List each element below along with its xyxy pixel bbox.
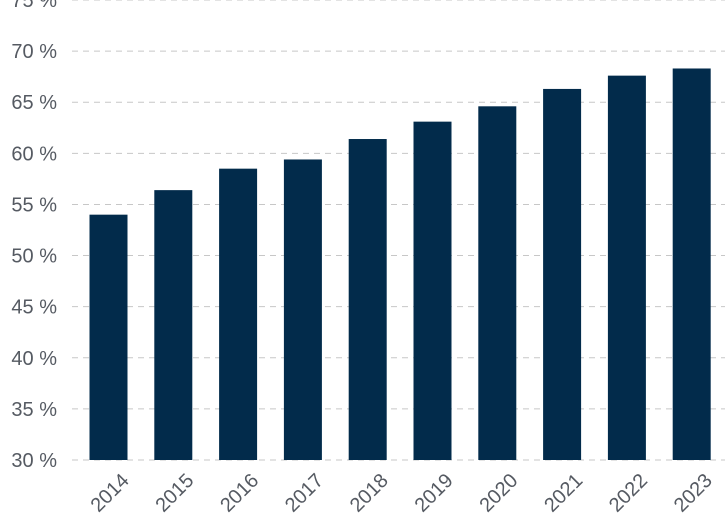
bar-2021 bbox=[543, 88, 582, 460]
y-tick-label: 75 % bbox=[11, 0, 57, 12]
bar-2014 bbox=[89, 214, 128, 460]
x-tick-label: 2020 bbox=[475, 470, 522, 517]
y-tick-label: 50 % bbox=[11, 246, 57, 268]
y-tick-label: 30 % bbox=[11, 450, 57, 472]
x-tick-label: 2017 bbox=[281, 470, 328, 517]
x-tick-label: 2021 bbox=[540, 470, 587, 517]
x-tick-label: 2022 bbox=[605, 470, 652, 517]
bar-2015 bbox=[154, 190, 193, 460]
bars bbox=[89, 68, 711, 461]
x-tick-label: 2019 bbox=[411, 470, 458, 517]
y-tick-label: 40 % bbox=[11, 348, 57, 370]
y-tick-label: 35 % bbox=[11, 399, 57, 421]
bar-2017 bbox=[283, 159, 322, 460]
bar-2016 bbox=[219, 168, 258, 460]
x-axis-ticks: 2014 2015 2016 2017 2018 2019 2020 2021 2022 2023 bbox=[87, 470, 717, 517]
y-tick-label: 45 % bbox=[11, 297, 57, 319]
x-tick-label: 2014 bbox=[87, 470, 134, 517]
x-tick-label: 2015 bbox=[151, 470, 198, 517]
y-tick-label: 60 % bbox=[11, 143, 57, 165]
x-tick-label: 2018 bbox=[346, 470, 393, 517]
y-tick-label: 70 % bbox=[11, 41, 57, 63]
x-tick-label: 2023 bbox=[670, 470, 717, 517]
x-tick-label: 2016 bbox=[216, 470, 263, 517]
y-tick-label: 65 % bbox=[11, 92, 57, 114]
bar-2023 bbox=[672, 68, 711, 460]
bar-2018 bbox=[348, 139, 387, 460]
bar-2020 bbox=[478, 106, 517, 461]
bar-2019 bbox=[413, 121, 452, 461]
bar-2022 bbox=[607, 75, 646, 461]
y-tick-label: 55 % bbox=[11, 194, 57, 216]
y-axis-ticks: 30 % 35 % 40 % 45 % 50 % 55 % 60 % 65 % 70 % 75 % bbox=[11, 0, 57, 472]
